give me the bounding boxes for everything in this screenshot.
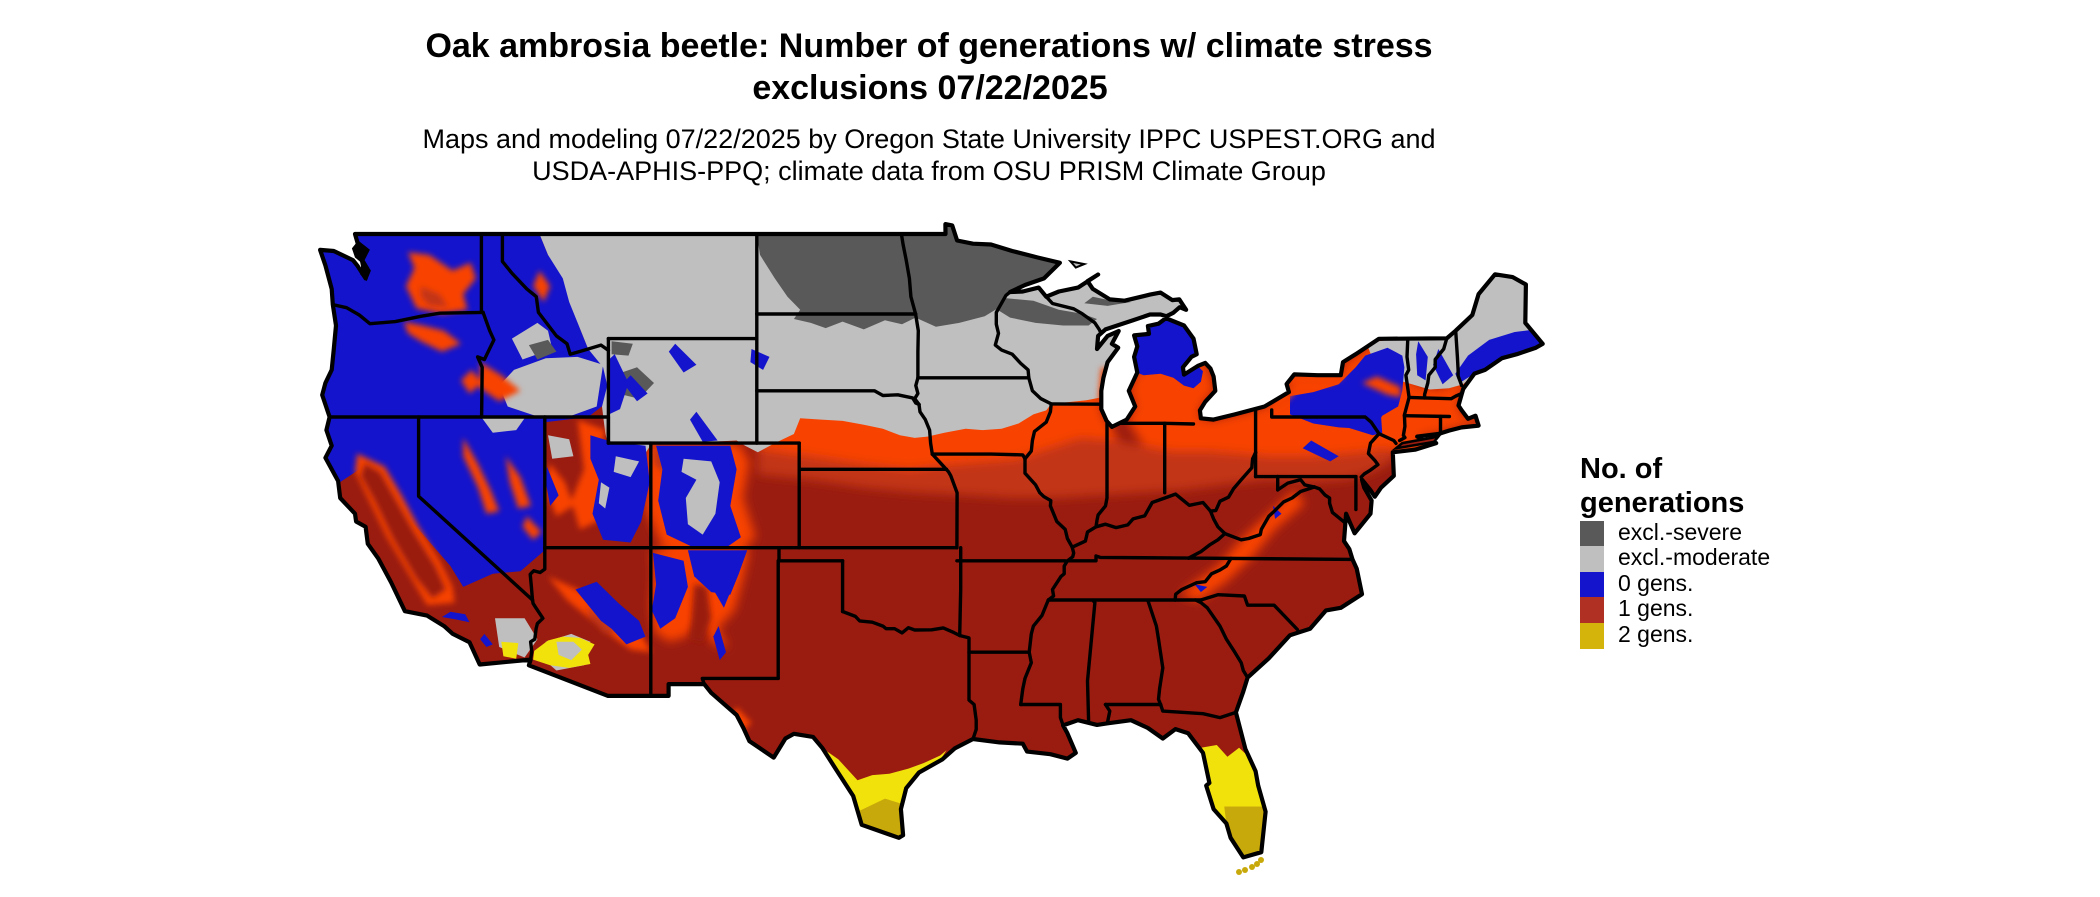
svg-text:excl.-severe: excl.-severe: [1618, 519, 1742, 545]
svg-text:2 gens.: 2 gens.: [1618, 621, 1693, 647]
svg-text:exclusions 07/22/2025: exclusions 07/22/2025: [752, 69, 1107, 107]
svg-text:No. of: No. of: [1580, 453, 1662, 485]
svg-text:excl.-moderate: excl.-moderate: [1618, 544, 1770, 570]
svg-text:generations: generations: [1580, 487, 1744, 519]
svg-text:Oak ambrosia beetle: Number of: Oak ambrosia beetle: Number of generatio…: [425, 27, 1432, 65]
svg-text:USDA-APHIS-PPQ; climate data f: USDA-APHIS-PPQ; climate data from OSU PR…: [532, 156, 1326, 186]
svg-text:0 gens.: 0 gens.: [1618, 570, 1693, 596]
svg-text:1 gens.: 1 gens.: [1618, 595, 1693, 621]
svg-text:Maps and modeling 07/22/2025 b: Maps and modeling 07/22/2025 by Oregon S…: [422, 124, 1435, 154]
